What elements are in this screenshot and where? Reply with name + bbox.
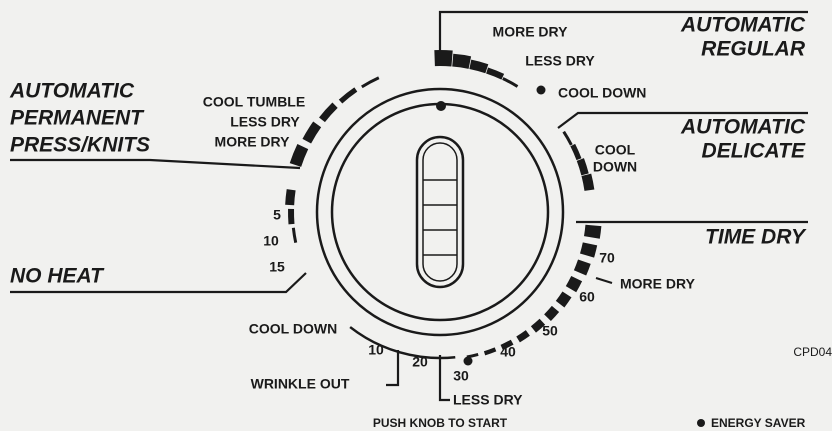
dial-band [319,102,338,123]
perm-press-leader [10,158,301,170]
less-dry-leader [438,355,450,402]
delicate-title: AUTOMATIC [680,116,806,139]
dial-band [338,87,358,104]
time-dry-more-dry: MORE DRY [620,276,696,292]
energy-saver-dot [536,85,546,95]
perm-press-title: PRESS/KNITS [10,134,150,157]
delicate-title: DELICATE [702,140,806,163]
dial-band [555,291,572,308]
knob [415,135,465,289]
dial-band [302,121,322,144]
minute-label: 70 [599,250,615,266]
minute-label: 5 [273,207,281,223]
dial-band [349,326,456,360]
dial-band [469,59,489,74]
dial-band [581,173,595,191]
wrinkle-out: WRINKLE OUT [251,376,350,392]
minute-label: 15 [269,259,285,275]
delicate-leader [557,111,808,129]
minute-label: 40 [500,344,516,360]
dial-band [573,259,591,276]
dial-band [291,227,298,243]
dial-band [361,76,380,89]
dial-band [452,53,472,69]
perm-less-dry: LESS DRY [230,114,300,130]
pointer-dot [436,101,446,111]
legend-dot [697,419,705,427]
dial-band [583,224,602,239]
regular-title: AUTOMATIC [680,14,806,37]
dial-band [544,305,560,321]
dial-band [579,242,598,258]
minute-label: 10 [368,342,384,358]
dial-band [562,130,573,146]
delicate-cool-down: COOL [595,142,636,158]
dial-band [565,275,583,293]
dial-band [502,77,519,88]
time-dry-less-dry: LESS DRY [453,392,523,408]
no-heat-leader [10,272,307,294]
instruction: PUSH KNOB TO START [373,416,508,430]
dial-band [285,189,296,206]
perm-more-dry: MORE DRY [215,134,291,150]
code: CPD04 [793,345,832,359]
regular-less-dry: LESS DRY [525,53,595,69]
minute-label: 50 [542,323,558,339]
regular-title: REGULAR [701,38,806,61]
minute-label: 60 [579,289,595,305]
dial-arcs [285,50,602,360]
cool-down: COOL DOWN [249,321,337,337]
legend: ENERGY SAVER [711,416,806,430]
dial-band [486,67,505,80]
dial-band [570,143,582,161]
no-heat-title: NO HEAT [10,265,105,288]
perm-press-title: AUTOMATIC [9,80,135,103]
regular-leader [438,10,808,50]
dial-band [500,339,514,350]
perm-cool-tumble: COOL TUMBLE [203,94,305,110]
dial-band [289,143,309,167]
knob-inner [422,142,458,282]
minute-label: 20 [412,354,428,370]
minute-label: 10 [263,233,279,249]
minute-label: 30 [453,368,469,384]
more-dry-leader [595,276,613,285]
wrinkle-leader [386,350,400,387]
dial-band [530,318,546,333]
regular-cool-down: COOL DOWN [558,85,646,101]
perm-press-title: PERMANENT [10,107,145,130]
delicate-cool-down: DOWN [593,159,637,175]
energy-saver-dot [463,356,473,366]
regular-more-dry: MORE DRY [493,24,569,40]
dial-outer-ring [315,87,565,337]
dial-band [516,330,530,343]
dial-band [483,347,497,356]
time-dry-title: TIME DRY [705,226,807,249]
dial-band [576,158,589,176]
